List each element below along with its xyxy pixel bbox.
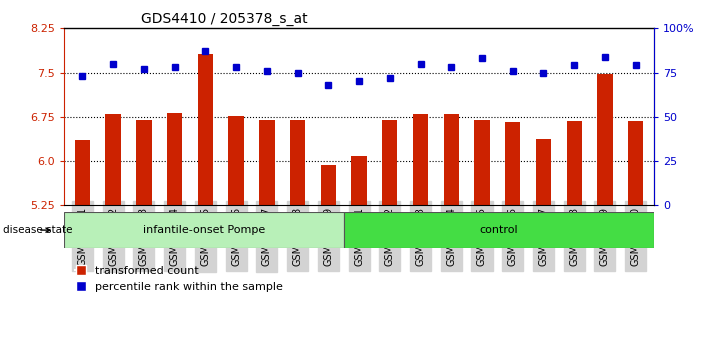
Bar <box>351 156 367 205</box>
Legend: transformed count, percentile rank within the sample: transformed count, percentile rank withi… <box>70 261 289 297</box>
Text: control: control <box>479 225 518 235</box>
Bar <box>413 114 428 205</box>
Bar <box>474 120 490 205</box>
Text: infantile-onset Pompe: infantile-onset Pompe <box>143 225 265 235</box>
Bar <box>228 116 244 205</box>
Bar <box>105 114 121 205</box>
Bar <box>75 141 90 205</box>
Bar <box>628 121 643 205</box>
FancyBboxPatch shape <box>343 212 654 248</box>
Bar <box>167 113 182 205</box>
Bar <box>321 165 336 205</box>
Bar <box>137 120 151 205</box>
Bar <box>536 139 551 205</box>
FancyBboxPatch shape <box>64 212 343 248</box>
Bar <box>382 120 397 205</box>
Bar <box>444 114 459 205</box>
Bar <box>290 120 305 205</box>
Bar <box>260 120 274 205</box>
Text: disease state: disease state <box>4 225 73 235</box>
Bar <box>597 74 613 205</box>
Bar <box>198 54 213 205</box>
Bar <box>505 121 520 205</box>
Text: GDS4410 / 205378_s_at: GDS4410 / 205378_s_at <box>141 12 307 26</box>
Bar <box>567 121 582 205</box>
